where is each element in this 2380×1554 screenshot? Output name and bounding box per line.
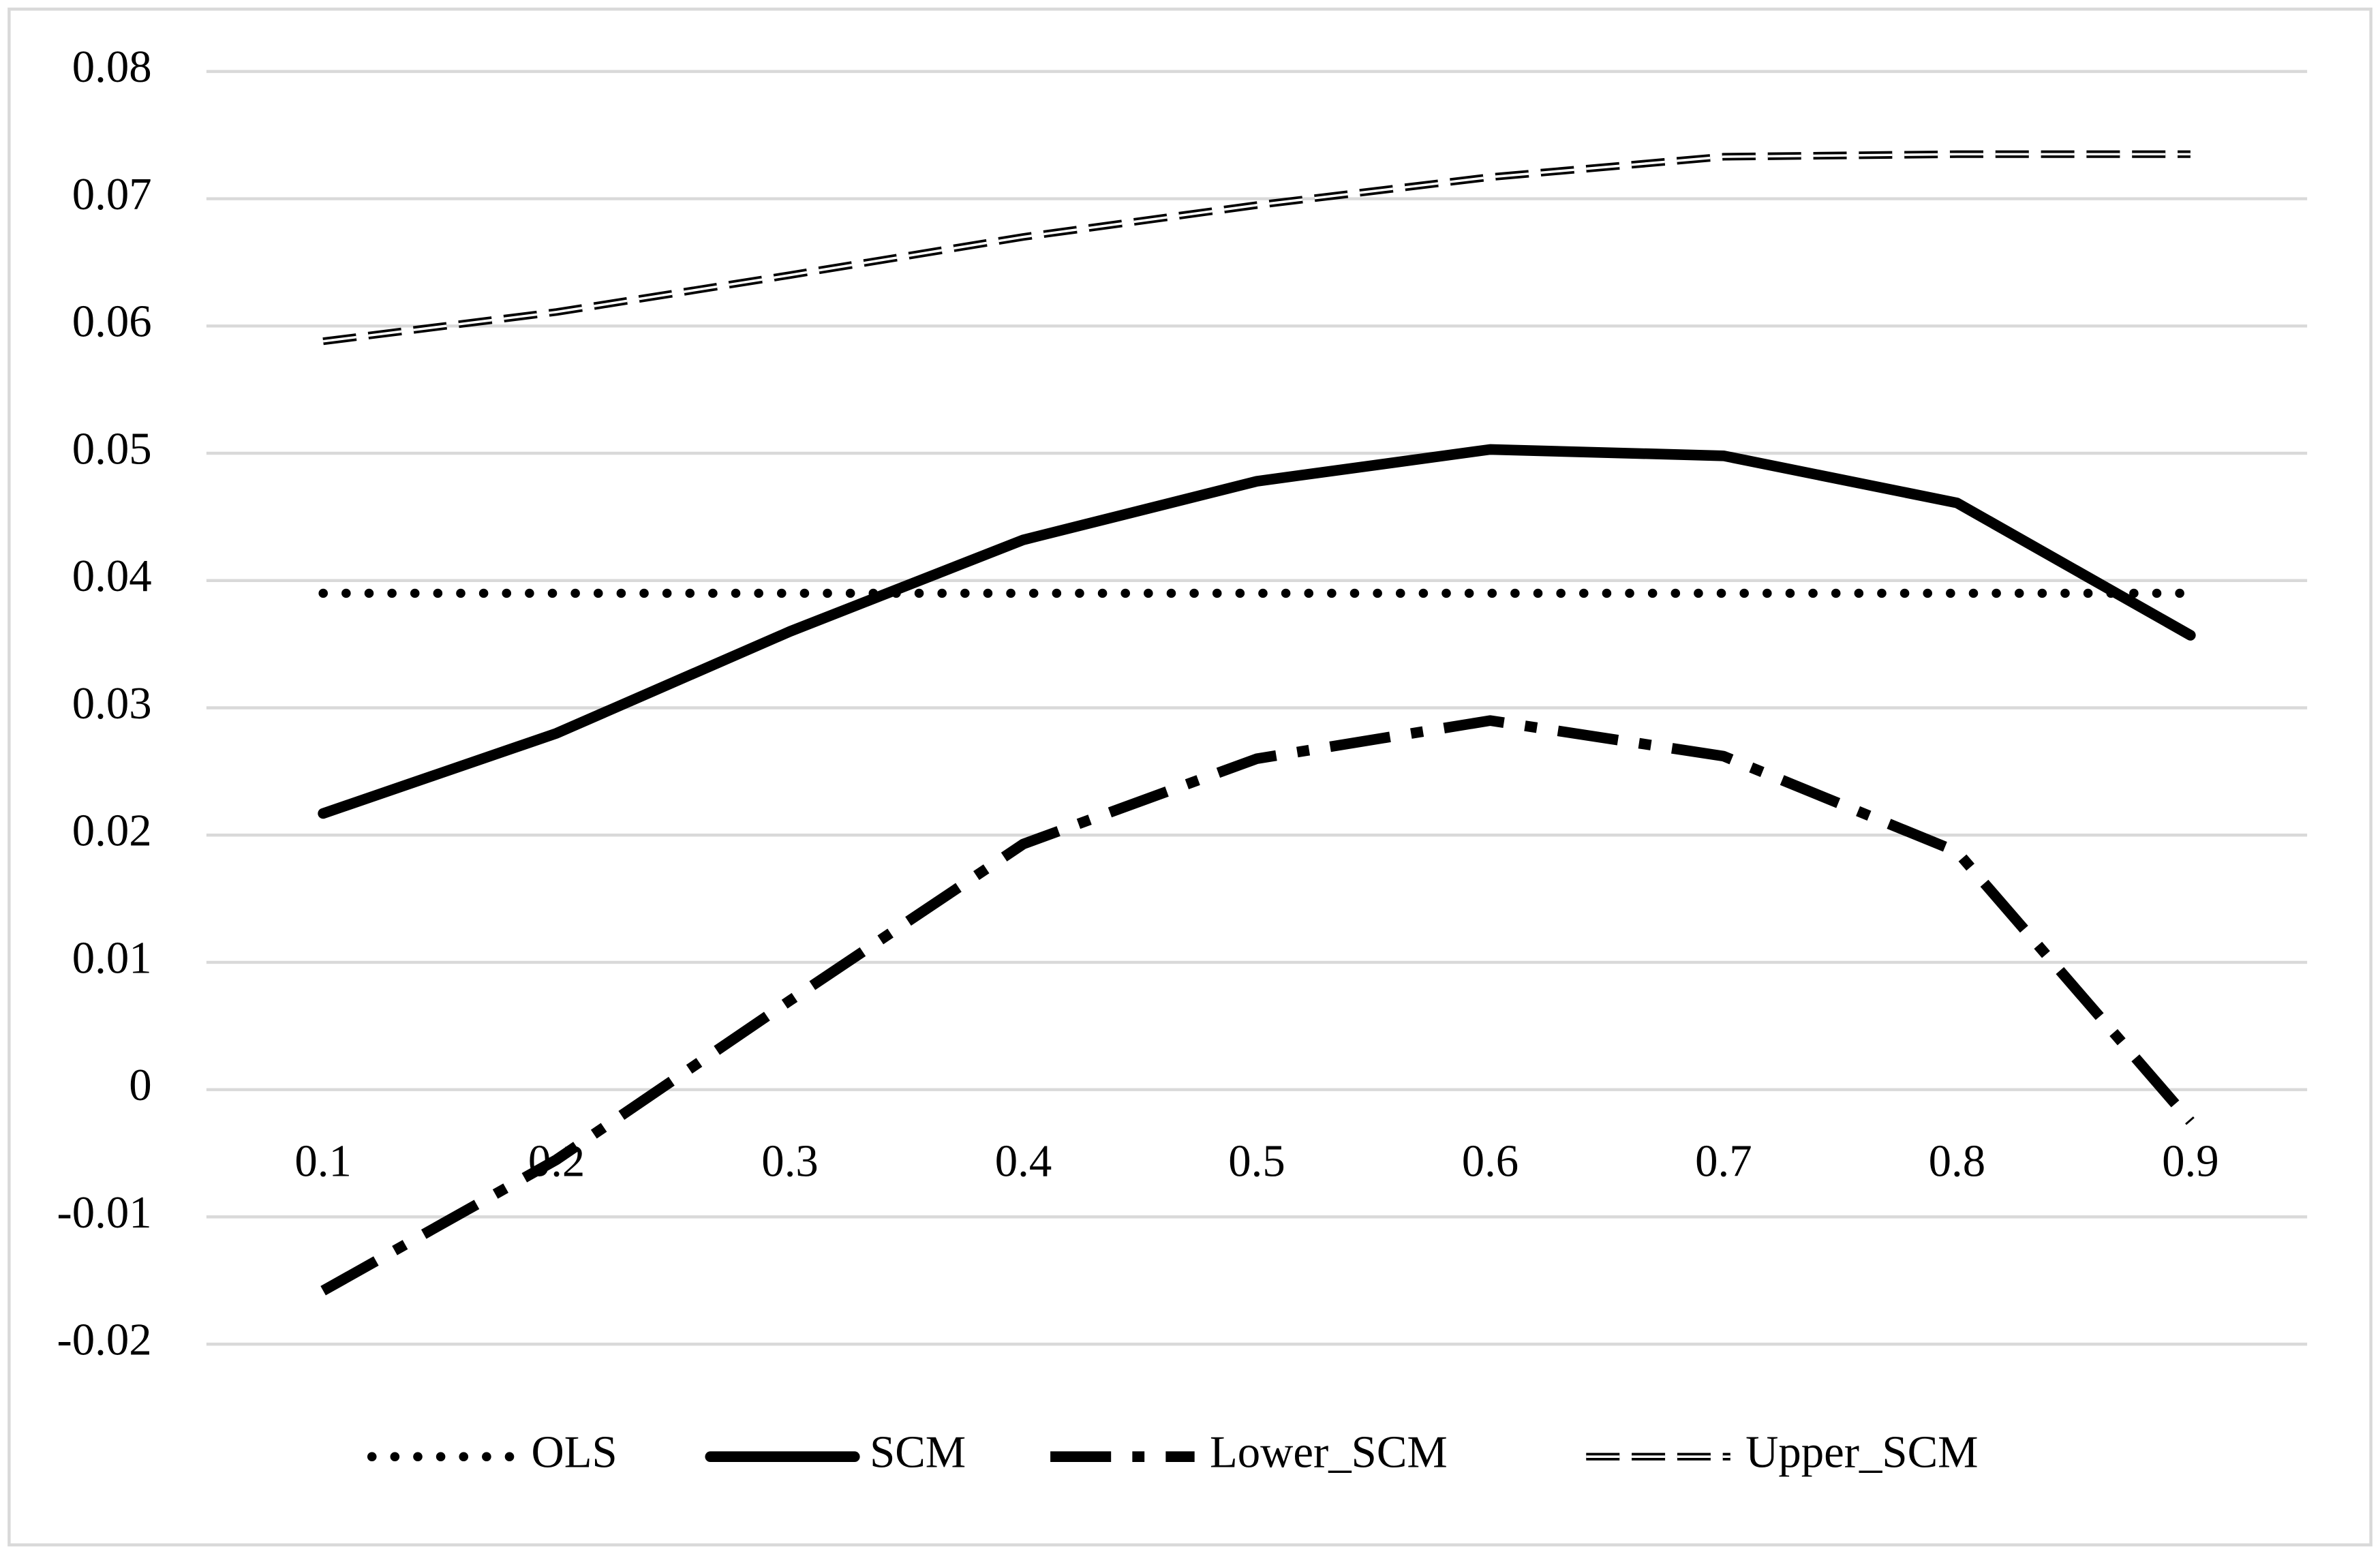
x-tick-label: 0.7 [1695,1136,1752,1187]
x-tick-label: 0.1 [294,1136,352,1187]
legend-label: Upper_SCM [1745,1427,1978,1478]
series-line [318,444,2196,819]
x-tick-label: 0.3 [761,1136,819,1187]
y-tick-label: -0.01 [57,1187,152,1238]
series-line [320,715,2195,1296]
x-tick-label: 0.8 [1929,1136,1986,1187]
y-tick-label: 0.01 [72,932,152,983]
y-tick-label: 0 [129,1060,151,1110]
y-tick-label: 0.05 [72,423,152,474]
legend-label: OLS [531,1427,617,1478]
x-tick-label: 0.9 [2162,1136,2219,1187]
y-tick-label: 0.03 [72,678,152,729]
y-tick-label: 0.04 [72,551,152,601]
chart-border [7,7,2373,1547]
y-tick-label: 0.06 [72,296,152,347]
x-tick-label: 0.6 [1462,1136,1519,1187]
legend-label: SCM [870,1427,966,1478]
y-tick-label: 0.07 [72,169,152,219]
y-tick-label: 0.02 [72,806,152,856]
series-line-inner [322,153,2191,343]
x-tick-label: 0.5 [1228,1136,1285,1187]
y-tick-label: 0.08 [72,42,152,92]
legend-label: Lower_SCM [1210,1427,1448,1478]
x-tick-label: 0.4 [995,1136,1052,1187]
y-tick-label: -0.02 [57,1314,152,1365]
